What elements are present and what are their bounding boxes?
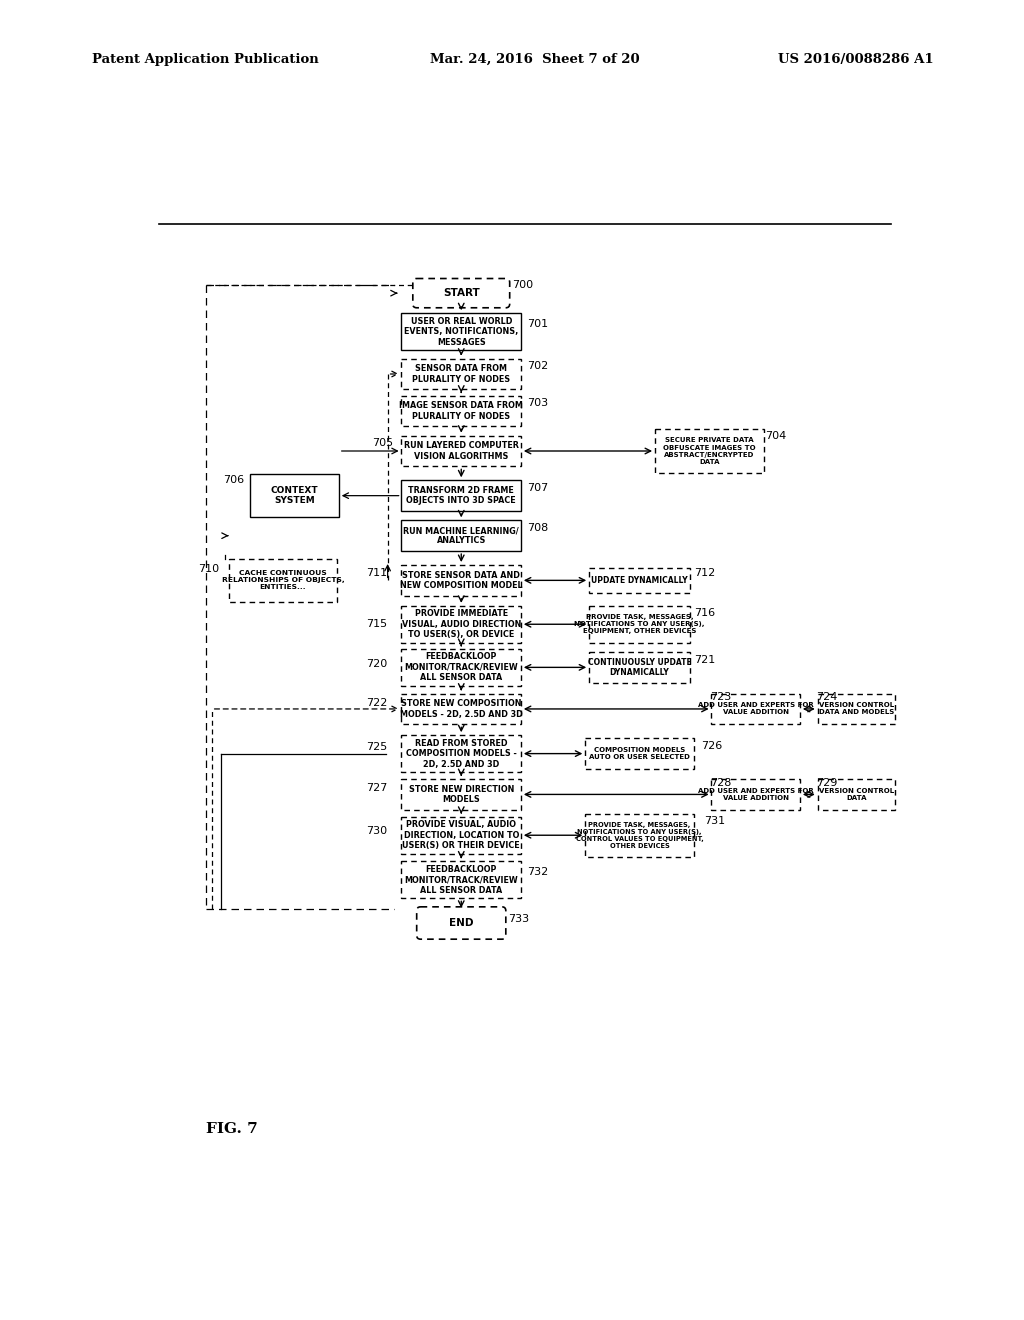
Text: PROVIDE TASK, MESSAGES,
NOTIFICATIONS TO ANY USER(S),
EQUIPMENT, OTHER DEVICES: PROVIDE TASK, MESSAGES, NOTIFICATIONS TO… — [574, 614, 705, 634]
Text: SECURE PRIVATE DATA
OBFUSCATE IMAGES TO
ABSTRACT/ENCRYPTED
DATA: SECURE PRIVATE DATA OBFUSCATE IMAGES TO … — [663, 437, 756, 465]
Bar — [589, 568, 690, 593]
Text: IMAGE SENSOR DATA FROM
PLURALITY OF NODES: IMAGE SENSOR DATA FROM PLURALITY OF NODE… — [399, 401, 523, 421]
Text: 710: 710 — [198, 564, 219, 574]
Text: STORE NEW COMPOSITION
MODELS - 2D, 2.5D AND 3D: STORE NEW COMPOSITION MODELS - 2D, 2.5D … — [400, 700, 522, 718]
Text: USER OR REAL WORLD
EVENTS, NOTIFICATIONS,
MESSAGES: USER OR REAL WORLD EVENTS, NOTIFICATIONS… — [404, 317, 518, 347]
Text: TRANSFORM 2D FRAME
OBJECTS INTO 3D SPACE: TRANSFORM 2D FRAME OBJECTS INTO 3D SPACE — [407, 486, 516, 506]
Bar — [401, 565, 521, 595]
Text: RUN MACHINE LEARNING/
ANALYTICS: RUN MACHINE LEARNING/ ANALYTICS — [403, 525, 519, 545]
Bar — [589, 652, 690, 682]
Text: 731: 731 — [703, 816, 725, 826]
Text: 733: 733 — [508, 915, 528, 924]
Bar — [586, 813, 693, 857]
Text: PROVIDE VISUAL, AUDIO
DIRECTION, LOCATION TO
USER(S) OR THEIR DEVICE: PROVIDE VISUAL, AUDIO DIRECTION, LOCATIO… — [402, 820, 520, 850]
Text: ADD USER AND EXPERTS FOR
VALUE ADDITION: ADD USER AND EXPERTS FOR VALUE ADDITION — [698, 788, 814, 801]
Text: 721: 721 — [693, 655, 715, 665]
Text: FEEDBACKLOOP
MONITOR/TRACK/REVIEW
ALL SENSOR DATA: FEEDBACKLOOP MONITOR/TRACK/REVIEW ALL SE… — [404, 865, 518, 895]
Bar — [655, 429, 764, 473]
Text: 708: 708 — [527, 523, 549, 533]
Text: SENSOR DATA FROM
PLURALITY OF NODES: SENSOR DATA FROM PLURALITY OF NODES — [413, 364, 510, 384]
Bar — [401, 313, 521, 350]
Text: 702: 702 — [527, 362, 549, 371]
Text: 704: 704 — [765, 430, 786, 441]
Text: 726: 726 — [701, 741, 723, 751]
Bar — [818, 779, 895, 809]
Text: 712: 712 — [693, 568, 715, 578]
Text: VERSION CONTROL
DATA AND MODELS: VERSION CONTROL DATA AND MODELS — [819, 702, 894, 715]
Text: 723: 723 — [710, 693, 731, 702]
Text: PROVIDE TASK, MESSAGES,
NOTIFICATIONS TO ANY USER(S),
CONTROL VALUES TO EQUIPMEN: PROVIDE TASK, MESSAGES, NOTIFICATIONS TO… — [575, 822, 703, 849]
Bar — [401, 649, 521, 686]
Text: Mar. 24, 2016  Sheet 7 of 20: Mar. 24, 2016 Sheet 7 of 20 — [430, 53, 640, 66]
Text: CONTEXT
SYSTEM: CONTEXT SYSTEM — [270, 486, 318, 506]
Text: 729: 729 — [816, 777, 838, 788]
Text: STORE SENSOR DATA AND
NEW COMPOSITION MODEL: STORE SENSOR DATA AND NEW COMPOSITION MO… — [400, 570, 522, 590]
Text: 732: 732 — [527, 867, 549, 878]
Text: 703: 703 — [527, 399, 548, 408]
Text: RUN LAYERED COMPUTER
VISION ALGORITHMS: RUN LAYERED COMPUTER VISION ALGORITHMS — [403, 441, 519, 461]
Bar — [401, 480, 521, 511]
Text: CONTINUOUSLY UPDATE
DYNAMICALLY: CONTINUOUSLY UPDATE DYNAMICALLY — [588, 657, 691, 677]
Text: 727: 727 — [367, 783, 388, 793]
Text: PROVIDE IMMEDIATE
VISUAL, AUDIO DIRECTION
TO USER(S), OR DEVICE: PROVIDE IMMEDIATE VISUAL, AUDIO DIRECTIO… — [401, 610, 521, 639]
Text: 707: 707 — [527, 483, 549, 492]
Bar — [401, 779, 521, 809]
Text: UPDATE DYNAMICALLY: UPDATE DYNAMICALLY — [591, 576, 688, 585]
Text: END: END — [449, 917, 473, 928]
Bar — [401, 735, 521, 772]
Text: 722: 722 — [367, 698, 388, 708]
Text: START: START — [442, 288, 479, 298]
Bar — [712, 779, 801, 809]
Text: FEEDBACKLOOP
MONITOR/TRACK/REVIEW
ALL SENSOR DATA: FEEDBACKLOOP MONITOR/TRACK/REVIEW ALL SE… — [404, 652, 518, 682]
Text: COMPOSITION MODELS
AUTO OR USER SELECTED: COMPOSITION MODELS AUTO OR USER SELECTED — [589, 747, 690, 760]
Bar — [228, 558, 337, 602]
Text: 725: 725 — [367, 742, 387, 752]
Text: 706: 706 — [223, 475, 244, 486]
Text: STORE NEW DIRECTION
MODELS: STORE NEW DIRECTION MODELS — [409, 784, 514, 804]
Text: 715: 715 — [367, 619, 387, 630]
Text: READ FROM STORED
COMPOSITION MODELS -
2D, 2.5D AND 3D: READ FROM STORED COMPOSITION MODELS - 2D… — [406, 739, 517, 768]
Bar — [401, 693, 521, 725]
Text: 730: 730 — [367, 826, 387, 837]
Bar — [401, 520, 521, 552]
Bar — [401, 862, 521, 899]
Text: 716: 716 — [693, 607, 715, 618]
Bar — [401, 436, 521, 466]
Text: 711: 711 — [367, 568, 387, 578]
FancyBboxPatch shape — [413, 279, 510, 308]
Text: Patent Application Publication: Patent Application Publication — [92, 53, 318, 66]
FancyBboxPatch shape — [417, 907, 506, 940]
Text: US 2016/0088286 A1: US 2016/0088286 A1 — [778, 53, 934, 66]
Bar — [401, 396, 521, 426]
Text: 728: 728 — [710, 777, 731, 788]
Text: VERSION CONTROL
DATA: VERSION CONTROL DATA — [819, 788, 894, 801]
Bar — [586, 738, 693, 770]
Bar — [401, 606, 521, 643]
Bar — [818, 693, 895, 725]
Text: CACHE CONTINUOUS
RELATIONSHIPS OF OBJECTS,
ENTITIES...: CACHE CONTINUOUS RELATIONSHIPS OF OBJECT… — [221, 570, 344, 590]
Text: 705: 705 — [372, 438, 393, 449]
Bar — [250, 474, 339, 517]
Bar — [401, 359, 521, 389]
Bar — [712, 693, 801, 725]
Bar — [401, 817, 521, 854]
Text: FIG. 7: FIG. 7 — [206, 1122, 257, 1135]
Text: 700: 700 — [512, 280, 532, 290]
Text: 701: 701 — [527, 319, 548, 329]
Text: ADD USER AND EXPERTS FOR
VALUE ADDITION: ADD USER AND EXPERTS FOR VALUE ADDITION — [698, 702, 814, 715]
Text: 720: 720 — [367, 659, 387, 668]
Text: 724: 724 — [816, 693, 838, 702]
Bar — [589, 606, 690, 643]
